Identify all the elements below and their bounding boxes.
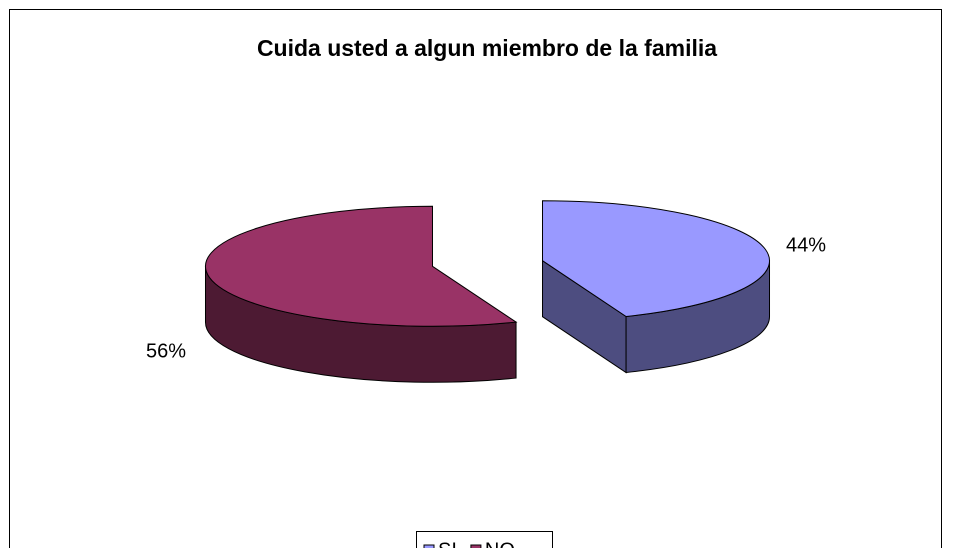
data-label: 44%: [786, 234, 826, 256]
legend: SI NO: [416, 531, 553, 548]
legend-label: SI: [438, 539, 457, 548]
slice-top: [542, 200, 770, 318]
slice-top: [205, 205, 518, 327]
legend-box: [416, 531, 553, 548]
legend-swatch: [423, 544, 435, 548]
data-label: 56%: [146, 340, 186, 362]
legend-label: NO: [485, 539, 515, 548]
legend-swatch: [470, 544, 482, 548]
pie-slice: [204, 205, 518, 383]
chart-title: Cuida usted a algun miembro de la famili…: [257, 35, 717, 61]
chart-frame: [9, 9, 942, 548]
pie-slice: [542, 200, 771, 374]
